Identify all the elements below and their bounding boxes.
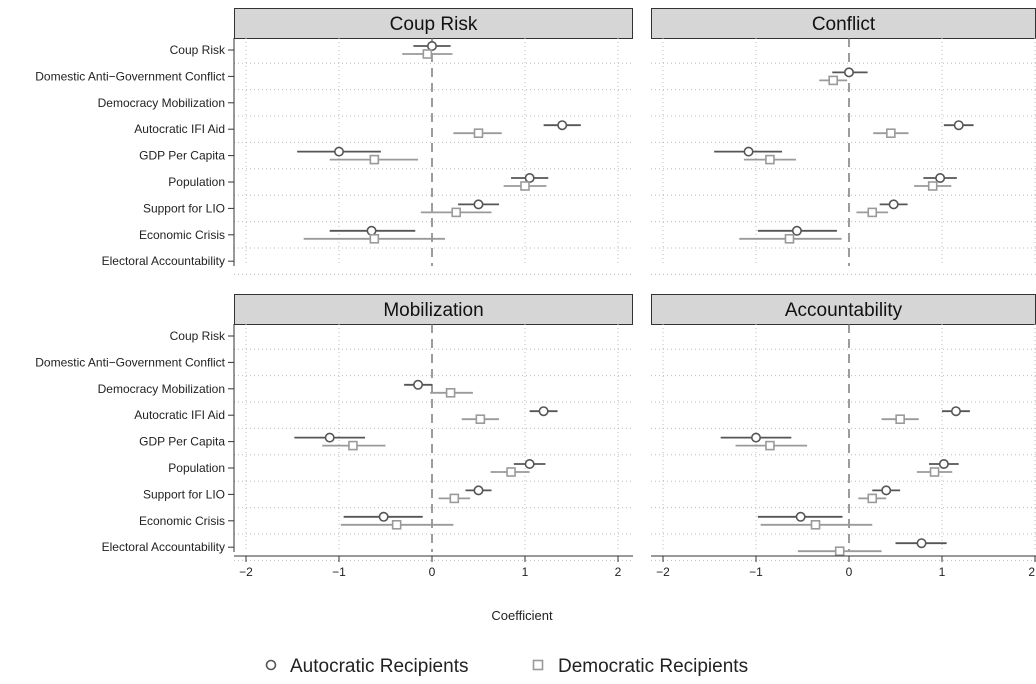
row-label: Support for LIO [143, 487, 225, 501]
autocratic-point [953, 120, 964, 131]
x-tick-label: 0 [846, 565, 853, 579]
democratic-point [520, 181, 530, 191]
autocratic-point [791, 225, 802, 236]
row-label: Population [168, 461, 225, 475]
autocratic-point [557, 120, 568, 131]
row-label: Economic Crisis [139, 514, 225, 528]
democratic-point [765, 154, 775, 165]
autocratic-point [935, 173, 946, 184]
legend-marker-democratic [532, 659, 544, 671]
x-axis-ticks: −2 −1 0 1 2 −2 −1 0 1 2 [234, 555, 1036, 579]
autocratic-point [750, 432, 761, 443]
panel-coup-risk: Coup Risk [234, 8, 633, 275]
panel-header [234, 8, 633, 39]
autocratic-point [538, 406, 549, 417]
autocratic-point [888, 199, 899, 210]
panel-title: Conflict [812, 14, 876, 35]
democratic-point [886, 128, 896, 138]
democratic-point [929, 467, 940, 477]
x-tick-label: 2 [1028, 565, 1035, 579]
autocratic-point [950, 406, 961, 417]
autocratic-point [881, 485, 892, 496]
autocratic-point [324, 432, 335, 443]
democratic-point [506, 467, 516, 477]
autocratic-point [333, 146, 344, 157]
democratic-point [765, 440, 775, 451]
row-label: Autocratic IFI Aid [134, 122, 225, 136]
x-tick-label: 2 [615, 565, 622, 579]
legend: Autocratic Recipients Democratic Recipie… [265, 656, 748, 677]
democratic-point [834, 546, 845, 557]
x-tick-label: 1 [939, 565, 946, 579]
democratic-point [391, 519, 402, 530]
autocratic-point [916, 538, 927, 549]
legend-label-autocratic: Autocratic Recipients [290, 656, 468, 677]
row-label: Autocratic IFI Aid [134, 408, 225, 422]
democratic-point [445, 387, 456, 398]
autocratic-point [378, 511, 389, 522]
democratic-point [828, 75, 838, 86]
panel-conflict: Conflict [651, 8, 1036, 275]
panel-header [651, 294, 1036, 325]
panel-title: Mobilization [383, 300, 483, 321]
row-label: Economic Crisis [139, 228, 225, 242]
autocratic-point [524, 173, 535, 184]
legend-marker-autocratic [265, 659, 277, 671]
row-label: Democracy Mobilization [98, 96, 225, 110]
row-label: Coup Risk [170, 43, 226, 57]
democratic-point [451, 207, 461, 218]
democratic-point [895, 414, 905, 425]
panel-title: Accountability [785, 300, 903, 321]
autocratic-point [473, 199, 484, 210]
row-label: GDP Per Capita [139, 149, 225, 163]
row-label: Domestic Anti−Government Conflict [35, 69, 225, 83]
autocratic-point [938, 458, 949, 469]
x-tick-label: −2 [656, 565, 670, 579]
democratic-point [369, 234, 380, 244]
autocratic-point [524, 458, 535, 469]
row-labels-layer: Coup Risk Domestic Anti−Government Confli… [35, 38, 235, 554]
democratic-point [369, 154, 380, 165]
autocratic-point [413, 379, 424, 390]
democratic-point [422, 49, 433, 59]
row-label: Domestic Anti−Government Conflict [35, 355, 225, 369]
panel-accountability: Accountability [651, 294, 1036, 561]
autocratic-point [795, 511, 806, 522]
autocratic-point [366, 225, 377, 236]
autocratic-point [473, 485, 484, 496]
row-label: Support for LIO [143, 201, 225, 215]
democratic-point [867, 493, 878, 504]
panels-layer: Coup Risk Conflict Mobilization Accountabil… [234, 8, 1036, 561]
democratic-point [810, 519, 821, 530]
democratic-point [475, 414, 486, 425]
row-label: Electoral Accountability [102, 540, 225, 554]
x-axis-title: Coefficient [491, 608, 553, 623]
democratic-point [348, 440, 358, 451]
x-tick-label: 1 [522, 565, 529, 579]
democratic-point [449, 493, 460, 504]
x-tick-label: 0 [429, 565, 436, 579]
x-tick-label: −1 [749, 565, 763, 579]
autocratic-point [843, 67, 854, 78]
democratic-point [473, 128, 484, 138]
panel-mobilization: Mobilization [234, 294, 633, 561]
democratic-point [927, 181, 938, 191]
x-tick-label: −2 [239, 565, 253, 579]
autocratic-point [426, 40, 437, 51]
row-label: GDP Per Capita [139, 435, 225, 449]
x-tick-label: −1 [332, 565, 346, 579]
row-label: Coup Risk [170, 329, 226, 343]
legend-label-democratic: Democratic Recipients [558, 656, 748, 677]
panel-header [651, 8, 1036, 39]
row-label: Democracy Mobilization [98, 382, 225, 396]
row-label: Population [168, 175, 225, 189]
democratic-point [784, 234, 795, 244]
row-label: Electoral Accountability [102, 254, 225, 268]
autocratic-point [743, 146, 754, 157]
panel-title: Coup Risk [390, 14, 478, 35]
democratic-point [867, 207, 878, 218]
panel-header [234, 294, 633, 325]
